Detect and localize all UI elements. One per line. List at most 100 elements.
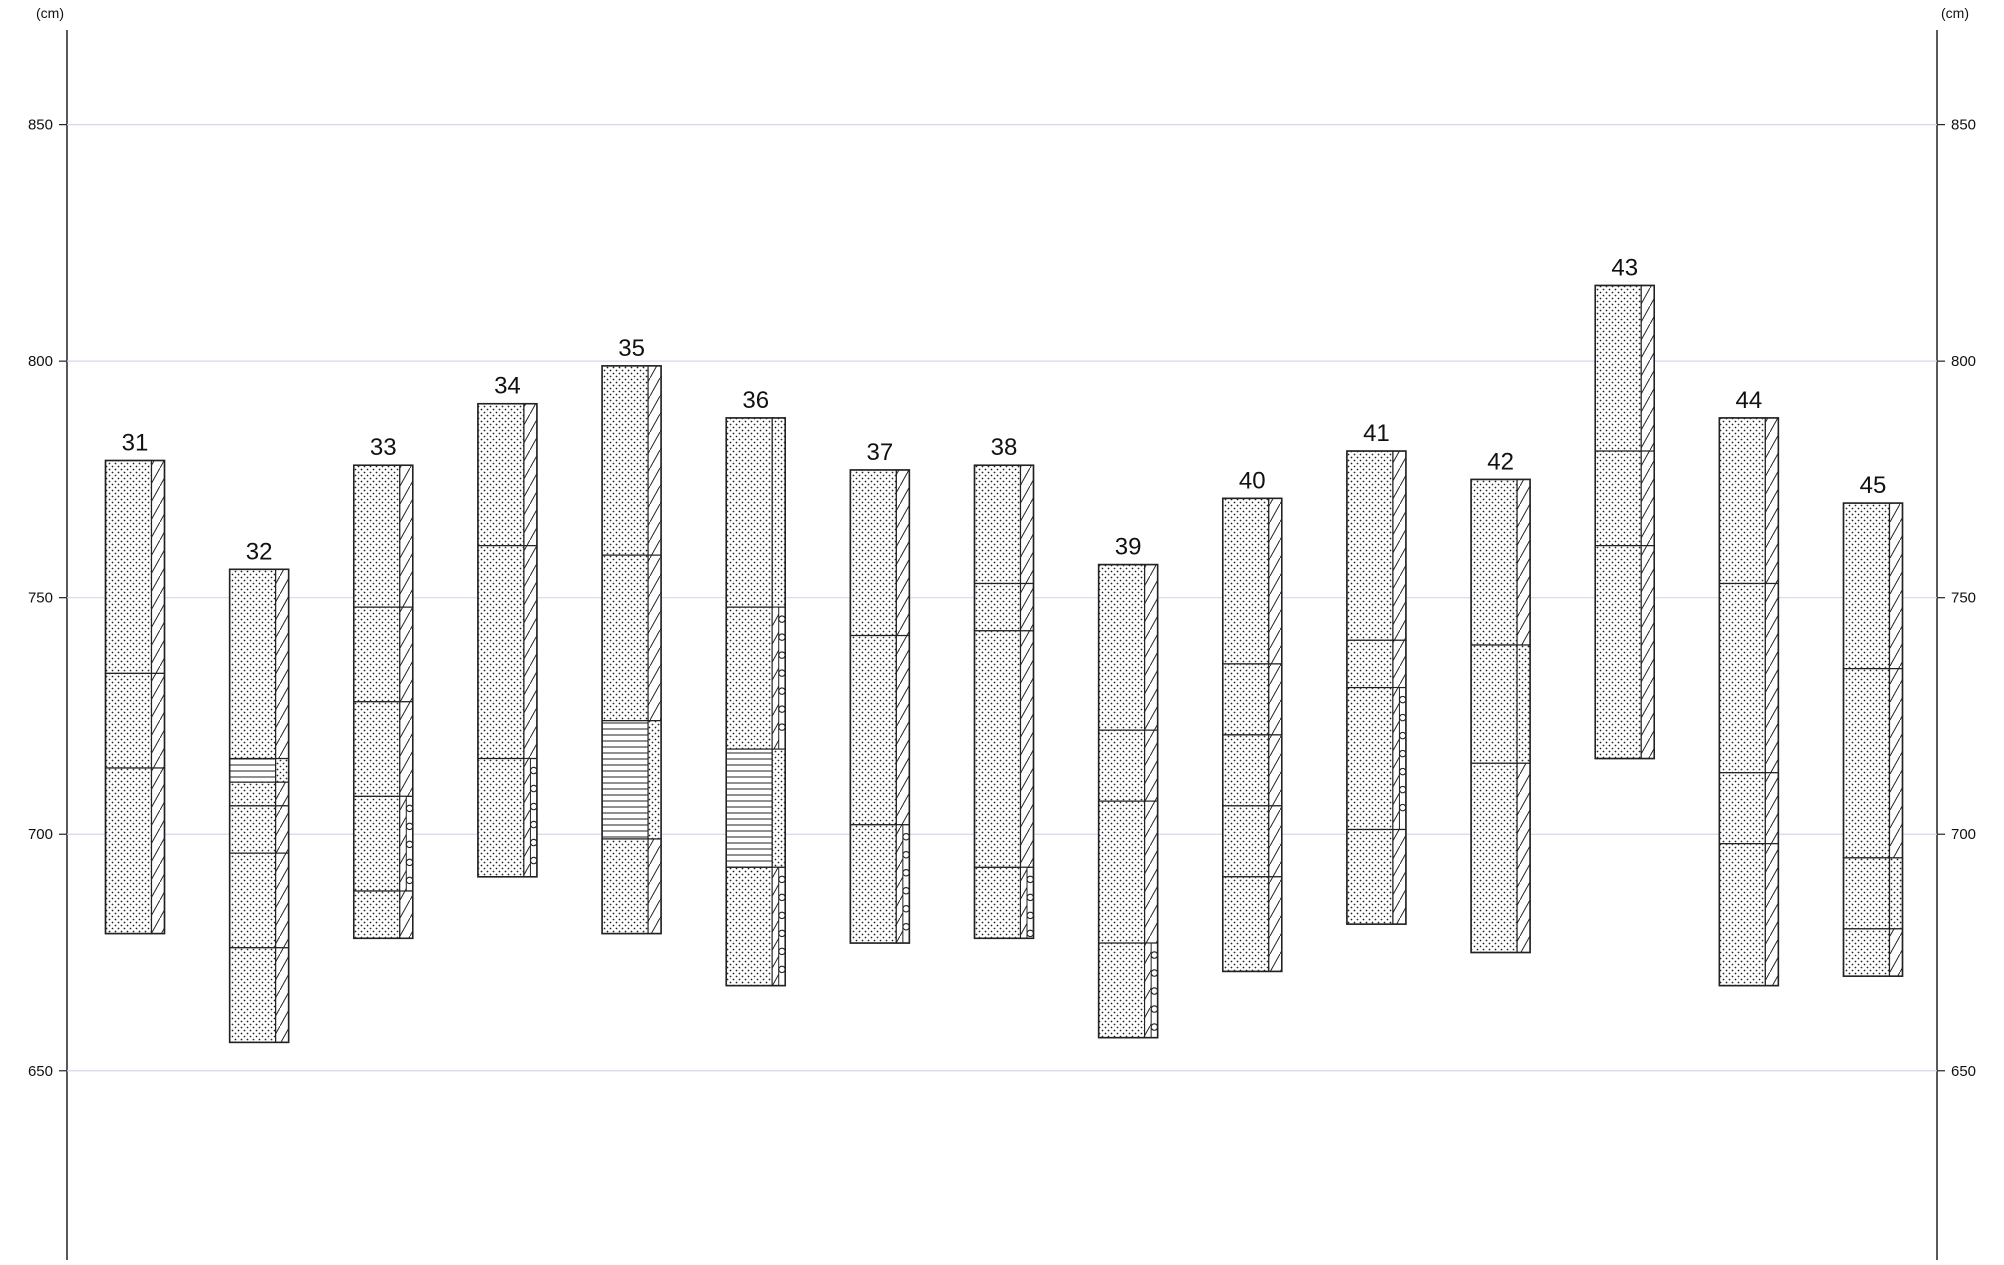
layer-block [601, 838, 649, 935]
layer-block [353, 701, 401, 797]
edge-strip [1268, 876, 1283, 973]
gravel-circle [405, 840, 414, 849]
layer-block [1842, 857, 1891, 930]
tick-label-right: 850 [1951, 117, 1976, 134]
layer-block [1470, 762, 1518, 954]
gravel-circle [1026, 911, 1035, 920]
edge-strip [771, 417, 786, 608]
edge-strip [1144, 729, 1159, 802]
gravel-circle [1398, 803, 1407, 812]
tick-label-right: 800 [1951, 353, 1976, 370]
layer-block [725, 606, 773, 750]
layer-block [1718, 772, 1766, 845]
core-column: 41 [1346, 420, 1407, 925]
edge-strip-hatch [895, 824, 904, 944]
gravel-circle [778, 947, 786, 956]
column-frame [973, 464, 1035, 940]
column-frame [1470, 478, 1531, 954]
gravel-circle [1398, 713, 1407, 722]
edge-strip [275, 947, 290, 1043]
edge-strip [1516, 644, 1531, 764]
edge-strip [399, 606, 414, 703]
gravel-circle [1150, 1023, 1159, 1031]
edge-strip [150, 767, 166, 935]
edge-strip-hatch [771, 866, 780, 987]
gravel-circle [1026, 875, 1035, 884]
layer-block [725, 417, 773, 608]
edge-strip-hatch [1144, 942, 1152, 1039]
layer-block [1842, 668, 1891, 859]
edge-strip [275, 757, 290, 783]
edge-strip [399, 701, 414, 797]
unit-label-left: (cm) [36, 5, 64, 21]
edge-strip [1392, 450, 1407, 641]
tick-label-right: 700 [1951, 826, 1976, 843]
edge-strip [1144, 563, 1159, 731]
layer-block [477, 757, 525, 878]
edge-strip-hatch [771, 606, 780, 750]
layer-block [1346, 639, 1394, 689]
gravel-circle [778, 615, 786, 623]
column-label: 33 [370, 434, 397, 461]
gravel-circle [902, 887, 910, 895]
column-label: 35 [618, 335, 645, 362]
column-label: 43 [1611, 254, 1638, 281]
core-column: 32 [228, 538, 290, 1044]
core-column: 45 [1842, 472, 1904, 977]
gravel-circle [778, 929, 786, 938]
layer-block [1222, 663, 1270, 736]
layer-block [104, 672, 153, 769]
column-frame [228, 568, 290, 1044]
edge-strip [895, 634, 910, 826]
gravel-circle [778, 911, 786, 920]
layer-block [1222, 876, 1270, 973]
layer-block [1098, 942, 1146, 1039]
layer-block [1594, 450, 1642, 547]
gravel-circle [1150, 1005, 1159, 1013]
layer-block [1594, 284, 1642, 452]
column-label: 37 [867, 439, 894, 466]
layer-block [229, 781, 277, 807]
core-column: 36 [725, 387, 787, 987]
column-frame [849, 469, 911, 944]
layer-block [353, 606, 401, 703]
column-label: 31 [122, 430, 149, 457]
gravel-circle [778, 705, 786, 713]
edge-strip [895, 469, 910, 637]
layer-block [104, 767, 153, 935]
column-label: 41 [1363, 420, 1390, 447]
edge-strip [1764, 843, 1779, 987]
layer-block [1718, 582, 1766, 774]
core-column: 42 [1470, 448, 1531, 954]
edge-strip [1268, 805, 1283, 878]
layer-block [477, 545, 525, 760]
edge-strip [399, 464, 414, 608]
edge-strip-hatch [1020, 866, 1028, 939]
edge-strip [1019, 464, 1035, 585]
layer-block [229, 568, 277, 760]
gravel-circle [902, 923, 910, 931]
gravel-circle [778, 687, 786, 695]
gravel-circle [902, 905, 910, 913]
column-label: 38 [991, 434, 1018, 461]
column-label: 40 [1239, 467, 1266, 494]
column-frame [1097, 563, 1159, 1039]
edge-strip [1640, 545, 1655, 760]
core-column: 44 [1718, 387, 1780, 987]
edge-strip [1888, 668, 1904, 859]
gravel-circle [778, 965, 786, 974]
edge-strip [1764, 772, 1779, 845]
gravel-circle [529, 838, 538, 847]
gravel-circle [1026, 929, 1035, 938]
column-label: 42 [1487, 448, 1514, 475]
gravel-circle [1398, 749, 1407, 758]
layer-block [1222, 805, 1270, 878]
layer-block [477, 403, 525, 547]
edge-strip [647, 365, 662, 556]
layer-block [104, 459, 153, 674]
layer-block [1594, 545, 1642, 760]
edge-strip [399, 890, 414, 939]
edge-strip [1392, 828, 1407, 925]
